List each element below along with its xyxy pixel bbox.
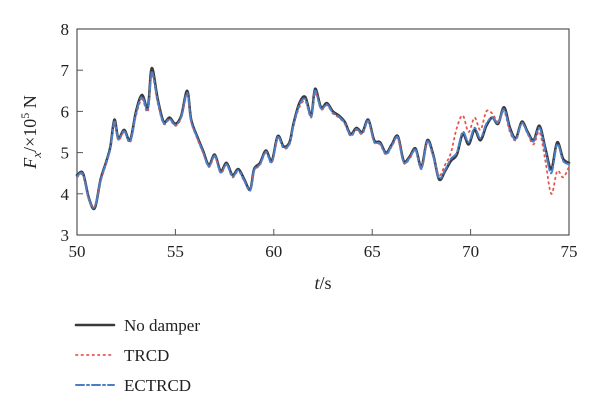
x-axis: 50 55 60 65 70 75 — [69, 229, 578, 261]
legend-label: ECTRCD — [124, 376, 191, 395]
y-axis: 3 4 5 6 7 8 — [61, 20, 83, 245]
x-tick-label: 60 — [265, 242, 282, 261]
series-line-no-damper — [75, 66, 571, 211]
y-tick-label: 7 — [61, 61, 70, 80]
legend-label: No damper — [124, 316, 200, 335]
x-tick-label: 50 — [69, 242, 86, 261]
plot-lines — [75, 66, 571, 211]
y-tick-label: 8 — [61, 20, 70, 39]
x-tick-label: 65 — [364, 242, 381, 261]
x-tick-label: 55 — [167, 242, 184, 261]
y-axis-label: Fx/×105 N — [18, 95, 44, 169]
y-tick-label: 5 — [61, 144, 70, 163]
y-tick-label: 6 — [61, 102, 70, 121]
y-tick-label: 3 — [61, 226, 70, 245]
series-line-ectrcd — [76, 71, 570, 209]
series-line-trcd — [76, 73, 570, 209]
legend-label: TRCD — [124, 346, 169, 365]
x-tick-label: 75 — [561, 242, 578, 261]
legend: No damper TRCD ECTRCD — [74, 316, 200, 395]
plot-frame — [76, 28, 570, 236]
y-tick-label: 4 — [61, 185, 70, 204]
x-axis-label: t/s — [314, 273, 331, 293]
x-tick-label: 70 — [462, 242, 479, 261]
